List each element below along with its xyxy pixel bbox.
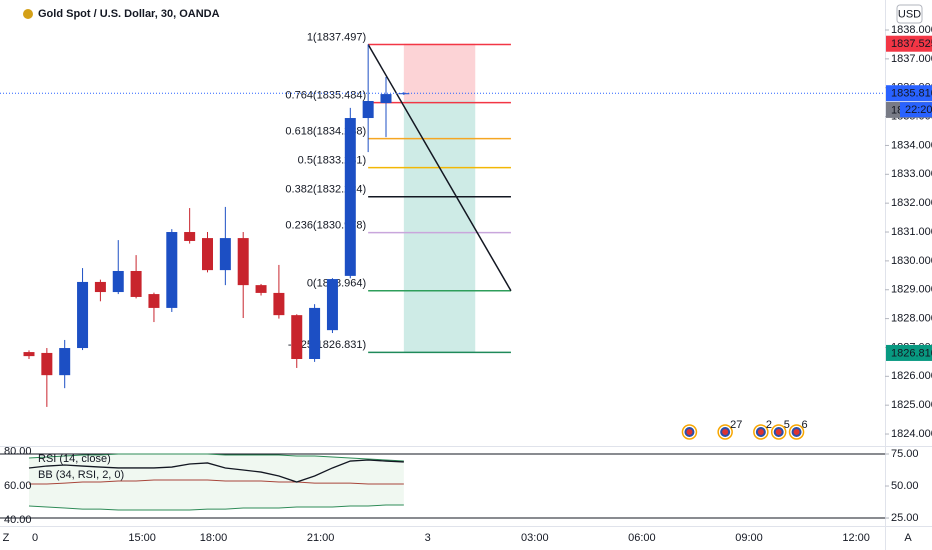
currency-button[interactable] [896,4,923,24]
event-count: 5 [784,419,790,431]
candle-body [23,352,35,357]
y-tick-label: 1828.000 [891,313,932,325]
fib-label: 1(1837.497) [307,31,366,43]
x-tick-label: 0 [32,532,38,544]
fib-label: 0.764(1835.484) [285,90,366,102]
candle-body [77,281,89,349]
candle-body [309,307,321,360]
candle-body [273,292,285,316]
x-tick-label: 12:00 [842,532,870,544]
candle-body [166,232,178,308]
price-tag: 1837.525 [891,38,932,50]
y-tick-label: 1829.000 [891,284,932,296]
fib-label: -0.25(1826.831) [288,339,366,351]
event-flag [684,427,695,437]
y-tick-label: 1837.000 [891,53,932,65]
rsi-tick-label: 25.00 [891,512,919,524]
event-count: 6 [802,419,808,431]
candle-body [219,238,231,271]
event-flag [720,427,731,437]
y-tick-label: 1831.000 [891,226,932,238]
rsi-left-tick-label: 60.00 [4,480,32,492]
candle-body [94,281,106,293]
candle-body [362,101,374,119]
main-layer [0,44,885,519]
legend-entry: RSI (14, close) [38,453,111,465]
candle-body [112,270,124,293]
currency[interactable]: USD [898,8,921,20]
stop-zone [403,43,476,101]
rsi-line [28,459,404,483]
rsi-left-tick-label: 80.00 [4,446,32,458]
candle-body [380,94,392,104]
event-flag [755,427,766,437]
countdown: 22:20 [905,104,932,116]
candle-body [255,285,267,293]
x-tick-label: 15:00 [128,532,156,544]
fib-label: 0.5(1833.231) [298,155,367,167]
candle-body [184,232,196,241]
rsi-left-tick-label: 40.00 [4,514,32,526]
x-tick-label: 3 [425,532,431,544]
candle-body [202,238,213,271]
y-tick-label: 1834.000 [891,139,932,151]
x-tick-label: 03:00 [521,532,549,544]
position-layer: 1(1837.497)0.764(1835.484)0.618(1834.238… [285,31,512,354]
candle-body [291,315,303,360]
x-tick-label: 09:00 [735,532,763,544]
x-tick-label: 21:00 [307,532,335,544]
candle-body [326,279,338,331]
candle-body [344,118,356,276]
price-tag-bg [886,344,932,361]
y-tick-label: 1824.000 [891,428,932,440]
countdown-bg [900,102,932,118]
event-flag [791,427,802,437]
event-flag [773,427,784,437]
candle-body [398,93,410,95]
event-count: 2 [766,419,772,431]
legend-entry: BB (34, RSI, 2, 0) [38,469,124,481]
y-tick-label: 1826.000 [891,370,932,382]
last-price-tag: 1835.810 [891,88,932,100]
candle-body [148,294,160,308]
last-price-tag-bg [886,85,932,102]
y-tick-label: 1825.000 [891,399,932,411]
toolbar-left[interactable]: Z [3,532,10,544]
bb-line [29,479,404,485]
price-tag: 1826.810 [891,347,932,359]
x-tick-label: 18:00 [200,532,228,544]
toolbar-right[interactable]: A [904,532,912,544]
y-tick-label: 1830.000 [891,255,932,267]
rsi-tick-label: 75.00 [891,448,919,460]
chart-title: Gold Spot / U.S. Dollar, 30, OANDA [38,8,220,20]
rsi-tick-label: 50.00 [891,480,919,492]
candle-body [237,238,249,286]
y-tick-label: 1838.000 [891,24,932,36]
symbol-icon [23,9,33,19]
x-tick-label: 06:00 [628,532,656,544]
candle-body [130,270,142,297]
y-tick-label: 1832.000 [891,197,932,209]
candle-body [41,352,53,376]
bb-line [28,504,404,511]
bb-line [28,453,404,462]
y-tick-label: 1833.000 [891,168,932,180]
candle-body [59,348,71,376]
event-count: 27 [730,419,742,431]
price-tag-bg [886,35,932,52]
fib-trendline [367,44,512,292]
target-zone [403,100,476,353]
